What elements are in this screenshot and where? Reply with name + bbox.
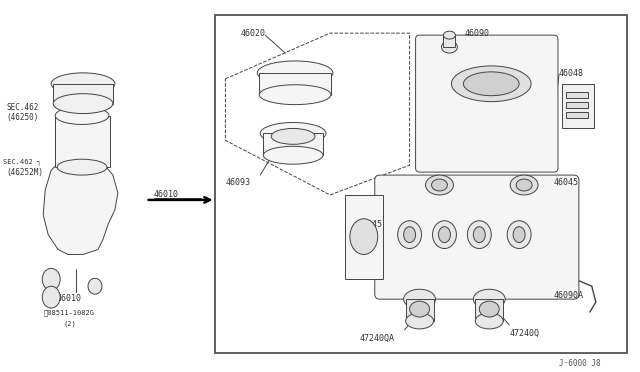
Ellipse shape xyxy=(467,221,492,248)
Ellipse shape xyxy=(404,289,435,309)
Ellipse shape xyxy=(260,122,326,144)
FancyBboxPatch shape xyxy=(415,35,558,172)
Text: 47240Q: 47240Q xyxy=(509,329,539,338)
Text: ⓝ08511-1082G: ⓝ08511-1082G xyxy=(44,309,94,316)
Ellipse shape xyxy=(431,179,447,191)
Bar xyxy=(562,84,594,128)
Text: (2): (2) xyxy=(63,321,76,327)
Bar xyxy=(406,299,433,321)
Bar xyxy=(444,35,456,47)
Ellipse shape xyxy=(257,61,333,85)
Bar xyxy=(476,299,503,321)
Ellipse shape xyxy=(350,219,378,254)
Text: (46250): (46250) xyxy=(6,113,39,122)
Ellipse shape xyxy=(51,73,115,95)
Ellipse shape xyxy=(271,128,315,144)
Ellipse shape xyxy=(444,31,456,39)
Ellipse shape xyxy=(510,175,538,195)
Bar xyxy=(566,92,588,98)
Ellipse shape xyxy=(426,175,453,195)
Ellipse shape xyxy=(404,227,415,243)
Text: 46090A: 46090A xyxy=(554,291,584,300)
Ellipse shape xyxy=(479,301,499,317)
Ellipse shape xyxy=(433,221,456,248)
Ellipse shape xyxy=(438,227,451,243)
Ellipse shape xyxy=(474,227,485,243)
Ellipse shape xyxy=(55,107,109,125)
Text: SEC.462: SEC.462 xyxy=(6,103,39,112)
Bar xyxy=(345,195,383,279)
Text: 46048: 46048 xyxy=(559,69,584,78)
Ellipse shape xyxy=(42,268,60,290)
Ellipse shape xyxy=(406,313,433,329)
Ellipse shape xyxy=(442,41,458,53)
Bar xyxy=(259,73,331,95)
Ellipse shape xyxy=(474,289,505,309)
Bar xyxy=(263,134,323,155)
Text: (46252M): (46252M) xyxy=(6,168,44,177)
Text: SEC.462 ┐: SEC.462 ┐ xyxy=(3,158,42,165)
Ellipse shape xyxy=(53,94,113,113)
Bar xyxy=(566,102,588,108)
Text: 46045: 46045 xyxy=(358,220,383,229)
Ellipse shape xyxy=(476,313,503,329)
Ellipse shape xyxy=(463,72,519,96)
Ellipse shape xyxy=(259,85,331,105)
Text: 46045: 46045 xyxy=(554,178,579,187)
Ellipse shape xyxy=(88,278,102,294)
Ellipse shape xyxy=(516,179,532,191)
Ellipse shape xyxy=(42,286,60,308)
Text: 46010: 46010 xyxy=(56,294,81,303)
Polygon shape xyxy=(225,33,410,195)
Text: 46090: 46090 xyxy=(465,29,490,38)
Ellipse shape xyxy=(263,146,323,164)
Text: 47240QA: 47240QA xyxy=(360,334,395,343)
Text: J·6000 J8: J·6000 J8 xyxy=(559,359,600,368)
Text: 46020: 46020 xyxy=(241,29,266,38)
Ellipse shape xyxy=(507,221,531,248)
Ellipse shape xyxy=(451,66,531,102)
Polygon shape xyxy=(44,155,118,254)
Text: 46093: 46093 xyxy=(225,178,250,187)
Bar xyxy=(566,112,588,118)
Bar xyxy=(53,84,113,104)
Ellipse shape xyxy=(397,221,422,248)
Ellipse shape xyxy=(57,159,107,175)
Ellipse shape xyxy=(513,227,525,243)
Ellipse shape xyxy=(410,301,429,317)
FancyBboxPatch shape xyxy=(375,175,579,299)
Text: 46010: 46010 xyxy=(154,190,179,199)
Bar xyxy=(216,15,627,353)
Bar xyxy=(55,116,110,167)
